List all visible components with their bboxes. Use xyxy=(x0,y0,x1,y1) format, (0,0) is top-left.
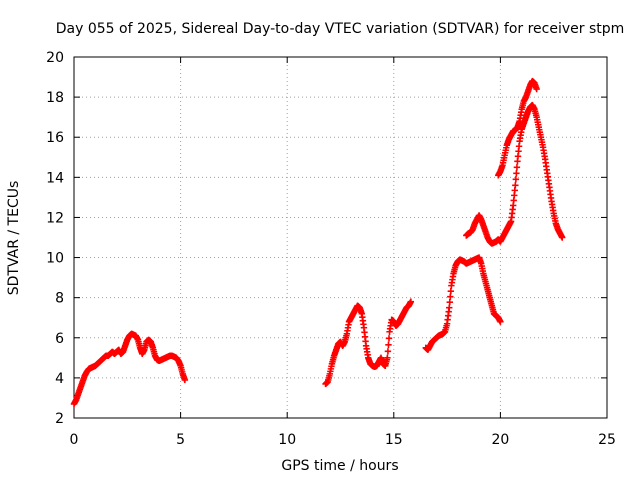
x-axis-label: GPS time / hours xyxy=(281,458,398,474)
axis-ticks: 0 5 10 15 20 25 2 4 6 8 10 12 14 16 18 20 xyxy=(46,50,616,448)
data-point xyxy=(447,287,455,295)
data-point xyxy=(385,341,392,348)
data-points xyxy=(70,77,566,408)
x-tick-label: 5 xyxy=(176,432,185,448)
data-point xyxy=(447,293,454,300)
y-tick-label: 8 xyxy=(55,291,64,307)
data-point xyxy=(513,164,521,171)
data-point xyxy=(513,170,520,177)
y-tick-label: 20 xyxy=(46,50,64,66)
x-tick-label: 20 xyxy=(491,432,509,448)
y-tick-label: 6 xyxy=(55,331,64,347)
y-tick-label: 12 xyxy=(46,210,64,226)
y-axis-label: SDTVAR / TECUs xyxy=(6,181,22,296)
y-tick-label: 4 xyxy=(55,371,64,387)
x-tick-label: 10 xyxy=(278,432,296,448)
series-segment-5 xyxy=(495,77,540,179)
data-point xyxy=(512,176,520,183)
data-point xyxy=(446,298,453,306)
data-point xyxy=(407,298,415,305)
y-tick-label: 2 xyxy=(55,411,64,427)
y-tick-label: 10 xyxy=(46,251,64,267)
chart-title: Day 055 of 2025, Sidereal Day-to-day VTE… xyxy=(56,21,625,37)
data-point xyxy=(384,348,392,355)
y-tick-label: 14 xyxy=(46,170,64,186)
data-point xyxy=(512,182,519,189)
x-tick-label: 0 xyxy=(70,432,79,448)
x-tick-label: 25 xyxy=(598,432,616,448)
data-point xyxy=(446,304,453,311)
data-point xyxy=(533,85,540,93)
series-segment-4 xyxy=(463,101,566,247)
plot-frame xyxy=(73,56,608,419)
grid xyxy=(74,57,607,418)
series-segment-1 xyxy=(70,330,189,408)
y-tick-label: 16 xyxy=(46,130,64,146)
data-point xyxy=(181,376,189,384)
series-segment-3 xyxy=(422,254,504,354)
data-point xyxy=(497,318,504,325)
data-point xyxy=(559,234,566,241)
series-segment-2 xyxy=(322,298,415,388)
x-tick-label: 15 xyxy=(385,432,403,448)
data-point xyxy=(385,335,393,342)
data-point xyxy=(384,354,391,362)
y-tick-label: 18 xyxy=(46,90,64,106)
